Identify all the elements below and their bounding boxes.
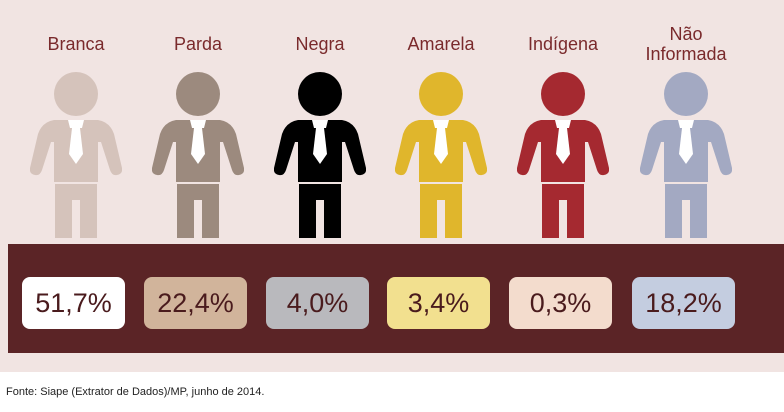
percent-value-box: 18,2% — [632, 277, 735, 329]
category-label: Não Informada — [645, 24, 727, 64]
category-column-2: Negra 4,0% — [255, 0, 385, 372]
category-label: Parda — [173, 34, 223, 54]
category-column-4: Indígena 0,3% — [498, 0, 628, 372]
person-figure-3 — [395, 72, 487, 238]
person-figure-0 — [30, 72, 122, 238]
person-figure-4 — [517, 72, 609, 238]
category-label: Branca — [47, 34, 105, 54]
source-note: Fonte: Siape (Extrator de Dados)/MP, jun… — [6, 386, 265, 398]
percent-value-box: 4,0% — [266, 277, 369, 329]
category-label: Amarela — [407, 34, 475, 54]
category-column-5: Não Informada 18,2% — [621, 0, 751, 372]
person-figure-2 — [274, 72, 366, 238]
category-label: Negra — [295, 34, 345, 54]
category-column-1: Parda 22,4% — [133, 0, 263, 372]
percent-value-box: 0,3% — [509, 277, 612, 329]
percent-value-box: 22,4% — [144, 277, 247, 329]
category-column-0: Branca 51,7% — [11, 0, 141, 372]
percent-value-box: 51,7% — [22, 277, 125, 329]
category-label: Indígena — [527, 34, 599, 54]
person-figure-5 — [640, 72, 732, 238]
percent-value-box: 3,4% — [387, 277, 490, 329]
category-column-3: Amarela 3,4% — [376, 0, 506, 372]
person-figure-1 — [152, 72, 244, 238]
